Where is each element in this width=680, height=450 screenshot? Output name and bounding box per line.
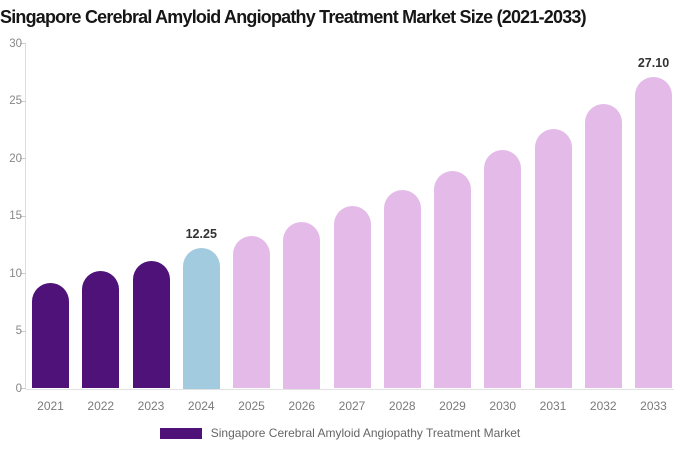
bar-2021 [32,282,69,389]
y-axis-tick [20,215,26,217]
y-axis-label: 20 [9,152,22,165]
y-axis-tick [20,100,26,102]
bar-2033 [635,76,672,389]
y-axis-label: 0 [15,382,22,395]
y-axis-label: 5 [15,325,22,337]
bar-2024 [182,247,220,389]
y-axis-tick [20,43,26,44]
bar-value-label: 27.10 [637,55,670,70]
legend-swatch [159,427,202,439]
bar-value-label: 12.25 [185,226,217,241]
x-axis-label: 2025 [238,399,265,413]
bar-2025 [233,235,270,389]
bar-2027 [333,205,371,389]
y-axis-tick [20,388,26,389]
x-axis-label: 2031 [539,399,567,413]
x-axis-label: 2023 [137,399,165,413]
bar-2028 [383,189,421,389]
bar-2030 [484,150,522,389]
x-axis-label: 2033 [640,399,667,413]
bar-2032 [584,104,622,389]
x-axis-label: 2024 [187,399,215,413]
y-axis-tick [20,273,26,274]
y-axis-label: 15 [9,210,22,222]
x-axis-label: 2028 [388,399,416,413]
x-axis-label: 2027 [338,399,366,413]
x-axis-label: 2022 [87,399,115,413]
bar-2029 [434,171,471,389]
legend-label: Singapore Cerebral Amyloid Angiopathy Tr… [210,426,521,440]
y-axis-tick [20,330,26,332]
bar-2031 [534,128,572,389]
y-axis-label: 25 [9,95,22,107]
x-axis-label: 2030 [489,399,517,413]
bar-2022 [82,271,120,389]
y-axis-label: 30 [9,37,22,50]
x-axis-label: 2026 [288,399,316,413]
bar-2023 [132,260,170,389]
legend: Singapore Cerebral Amyloid Angiopathy Tr… [0,426,680,440]
bar-2026 [283,221,321,389]
y-axis-tick [20,158,26,159]
x-axis-label: 2021 [37,399,64,413]
y-axis-label: 10 [9,267,22,280]
x-axis-label: 2032 [589,399,617,413]
x-axis-label: 2029 [439,399,466,413]
x-axis-baseline [26,389,674,390]
chart-title: Singapore Cerebral Amyloid Angiopathy Tr… [0,6,587,27]
